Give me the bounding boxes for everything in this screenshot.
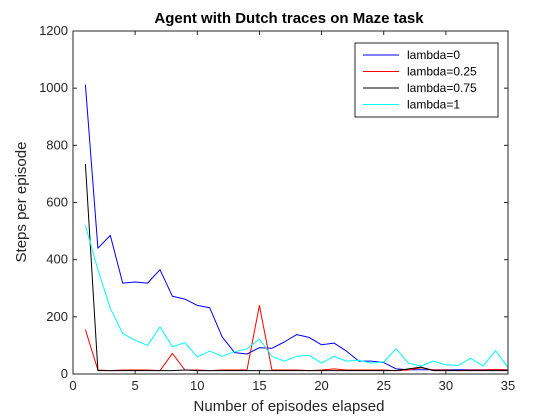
chart-title: Agent with Dutch traces on Maze task [154, 10, 424, 27]
legend-entry-label: lambda=1 [407, 98, 460, 112]
y-axis-label: Steps per episode [13, 142, 30, 263]
y-tick-label: 1000 [39, 80, 68, 95]
legend-entry-label: lambda=0.25 [407, 65, 477, 79]
ticks-layer: 0 5 10 15 20 25 30 35 0 200 400 600 800 1000 1200 [39, 23, 515, 393]
y-tick-label: 200 [46, 309, 68, 324]
y-tick-label: 0 [61, 366, 68, 381]
y-tick-label: 800 [46, 137, 68, 152]
legend: lambda=0 lambda=0.25 lambda=0.75 lambda=1 [354, 42, 499, 118]
x-tick-label: 25 [376, 378, 390, 393]
x-tick-label: 30 [439, 378, 453, 393]
y-tick-label: 1200 [39, 23, 68, 38]
x-tick-label: 15 [252, 378, 266, 393]
series-line-2 [84, 163, 508, 372]
legend-entry-label: lambda=0.75 [407, 81, 477, 95]
series-line-3 [84, 225, 509, 368]
legend-entry-label: lambda=0 [407, 48, 460, 62]
y-tick-label: 600 [46, 195, 68, 210]
x-tick-label: 10 [190, 378, 204, 393]
x-tick-label: 0 [69, 378, 76, 393]
x-tick-label: 35 [501, 378, 515, 393]
x-axis-label: Number of episodes elapsed [194, 398, 385, 415]
x-tick-label: 5 [132, 378, 139, 393]
x-tick-label: 20 [314, 378, 328, 393]
y-tick-label: 400 [46, 252, 68, 267]
series-layer [84, 84, 509, 372]
